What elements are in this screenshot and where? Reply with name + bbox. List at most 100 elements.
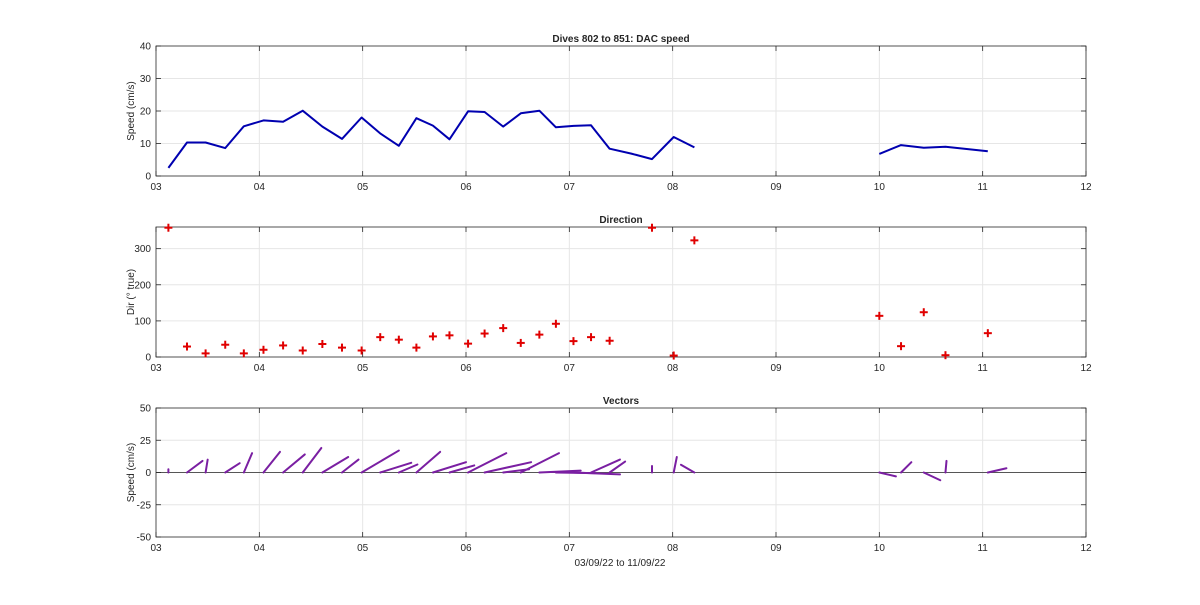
direction-point — [499, 324, 508, 333]
x-tick-label: 12 — [1080, 182, 1092, 193]
x-tick-label: 03 — [150, 182, 162, 193]
chart-title: Vectors — [603, 396, 640, 407]
velocity-vector — [944, 459, 948, 474]
direction-point — [941, 351, 950, 360]
velocity-vector — [341, 458, 360, 474]
y-tick-label: 10 — [140, 139, 152, 150]
velocity-vector — [282, 453, 306, 474]
y-tick-label: 0 — [145, 172, 151, 183]
speed-series-line — [167, 109, 695, 169]
y-tick-label: 50 — [140, 404, 152, 415]
velocity-vector — [679, 463, 696, 474]
direction-point — [338, 343, 346, 352]
x-tick-label: 09 — [770, 363, 782, 374]
velocity-vector — [467, 452, 508, 474]
x-tick-label: 10 — [874, 543, 886, 554]
velocity-vector — [301, 446, 323, 474]
velocity-vector — [878, 471, 897, 478]
direction-point — [690, 236, 699, 245]
x-tick-label: 08 — [667, 363, 679, 374]
x-tick-label: 03 — [150, 543, 162, 554]
direction-point — [587, 333, 596, 342]
velocity-vector — [321, 456, 350, 474]
direction-point — [605, 336, 614, 345]
y-tick-label: -25 — [137, 500, 152, 511]
y-tick-label: 0 — [145, 468, 151, 479]
x-tick-label: 07 — [564, 363, 576, 374]
velocity-vector — [590, 458, 621, 474]
y-axis-label: Dir (° true) — [126, 269, 137, 315]
y-tick-label: -50 — [137, 533, 152, 544]
direction-point — [412, 343, 421, 352]
y-tick-label: 0 — [145, 353, 151, 364]
direction-point — [164, 223, 173, 232]
direction-point — [875, 311, 884, 320]
x-tick-label: 11 — [977, 543, 988, 554]
x-tick-label: 09 — [770, 182, 782, 193]
velocity-vector — [415, 450, 442, 474]
axes-frame — [155, 226, 1087, 358]
velocity-vector — [672, 456, 678, 474]
x-tick-label: 12 — [1080, 543, 1092, 554]
direction-point — [239, 349, 248, 358]
chart-title: Dives 802 to 851: DAC speed — [552, 34, 689, 45]
x-tick-label: 04 — [254, 363, 266, 374]
x-tick-label: 04 — [254, 543, 266, 554]
y-tick-label: 300 — [134, 244, 151, 255]
direction-point — [516, 338, 525, 347]
velocity-vector — [431, 461, 467, 474]
velocity-vector — [986, 467, 1008, 474]
x-tick-label: 10 — [874, 182, 886, 193]
x-tick-label: 05 — [357, 543, 369, 554]
direction-point — [279, 341, 288, 350]
y-axis-label: Speed (cm/s) — [126, 443, 137, 502]
direction-point — [445, 331, 454, 340]
direction-point — [648, 223, 656, 232]
direction-point — [298, 346, 307, 355]
x-tick-label: 08 — [667, 182, 679, 193]
direction-point — [569, 337, 578, 346]
direction-point — [464, 339, 473, 348]
y-axis-label: Speed (cm/s) — [126, 81, 137, 140]
speed-series-line — [878, 144, 988, 155]
x-tick-label: 07 — [564, 182, 576, 193]
direction-panel: 03 04 05 06 07 08 09 10 11 12 0 100 200 300 Direction D… — [126, 215, 1092, 374]
direction-point — [394, 335, 403, 344]
x-tick-label: 12 — [1080, 363, 1092, 374]
direction-point — [183, 342, 191, 351]
direction-point — [376, 333, 385, 342]
velocity-vector — [224, 462, 241, 474]
vectors-panel: 03 04 05 06 07 08 09 10 11 12 -50 -25 0 25 50 Vectors Sp… — [126, 396, 1092, 554]
direction-point — [897, 342, 906, 351]
direction-point — [318, 340, 327, 348]
x-tick-label: 11 — [977, 363, 988, 374]
direction-point — [919, 308, 928, 317]
x-tick-label: 06 — [460, 363, 472, 374]
y-tick-label: 200 — [134, 280, 151, 291]
direction-point — [357, 346, 366, 355]
velocity-vector — [448, 464, 476, 474]
velocity-vector — [483, 461, 533, 474]
direction-point — [428, 332, 437, 341]
velocity-vector — [572, 471, 621, 476]
velocity-vector — [379, 461, 413, 474]
direction-point — [480, 329, 489, 338]
direction-point — [535, 330, 544, 339]
speed-panel: 03 04 05 06 07 08 09 10 11 12 0 10 20 30 40 Dives 802 t… — [126, 34, 1092, 193]
direction-point — [201, 349, 210, 358]
direction-point — [983, 329, 992, 338]
x-tick-label: 09 — [770, 543, 782, 554]
x-tick-label: 06 — [460, 182, 472, 193]
x-tick-label: 11 — [977, 182, 988, 193]
velocity-vector — [186, 459, 204, 474]
y-tick-label: 30 — [140, 74, 152, 85]
x-tick-label: 03 — [150, 363, 162, 374]
velocity-vector — [360, 449, 400, 474]
y-tick-label: 20 — [140, 107, 152, 118]
figure-xlabel: 03/09/22 to 11/09/22 — [574, 558, 665, 569]
velocity-vector — [242, 452, 254, 474]
x-tick-label: 08 — [667, 543, 679, 554]
velocity-vector — [397, 463, 419, 474]
direction-point — [551, 319, 560, 328]
